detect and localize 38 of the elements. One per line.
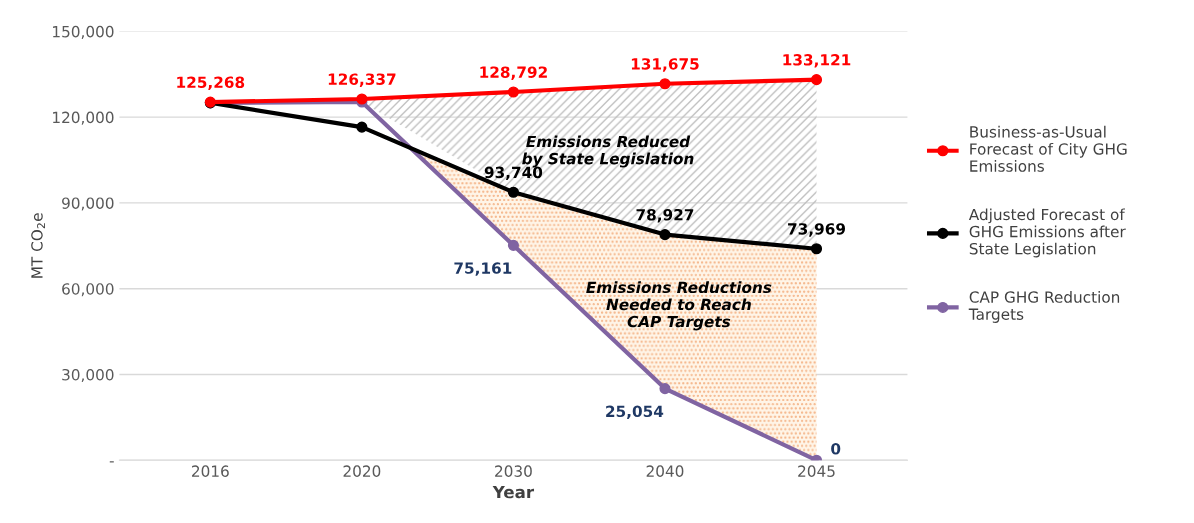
point <box>507 239 519 251</box>
data-label: 73,969 <box>788 223 846 237</box>
data-label: 126,337 <box>328 73 396 87</box>
point <box>659 78 671 90</box>
y-tick-label: - <box>109 461 114 463</box>
x-axis-title: Year <box>492 485 535 499</box>
data-label: 0 <box>831 442 841 455</box>
y-tick-label: 60,000 <box>62 283 114 297</box>
x-tick-label: 2020 <box>343 465 381 477</box>
x-tick-label: 2045 <box>798 465 835 477</box>
point <box>659 229 671 241</box>
point <box>507 186 519 198</box>
y-tick-label: 120,000 <box>53 111 114 125</box>
annotation: Emissions Reductions Needed to Reach CAP Targets <box>586 281 772 331</box>
data-label: 78,927 <box>636 208 694 223</box>
data-label: 25,054 <box>606 405 664 420</box>
point <box>659 383 671 395</box>
data-label: 125,268 <box>177 76 245 90</box>
point <box>356 121 368 133</box>
point <box>507 86 519 98</box>
legend-label: CAP GHG Reduction Targets <box>968 291 1120 323</box>
data-label: 128,792 <box>480 66 547 80</box>
x-tick-label: 2040 <box>646 465 684 477</box>
x-tick-label: 2016 <box>192 465 229 477</box>
data-label: 131,675 <box>631 58 699 72</box>
y-tick-label: 150,000 <box>53 25 114 39</box>
point <box>810 243 823 255</box>
y-tick-label: 30,000 <box>62 368 114 383</box>
y-tick-label: 90,000 <box>62 197 114 211</box>
legend-label: Business-as-Usual Forecast of City GHG Emissions <box>970 125 1127 172</box>
point <box>810 74 823 86</box>
data-label: 133,121 <box>783 54 851 68</box>
data-label: 93,740 <box>484 166 543 181</box>
annotation: Emissions Reduced by State Legislation <box>522 135 694 168</box>
legend-label: Adjusted Forecast of GHG Emissions after State Legislation <box>968 208 1126 258</box>
y-axis-title: MT CO$_{2}$e <box>31 213 46 278</box>
data-label: 75,161 <box>454 262 512 276</box>
x-tick-label: 2030 <box>495 465 532 477</box>
